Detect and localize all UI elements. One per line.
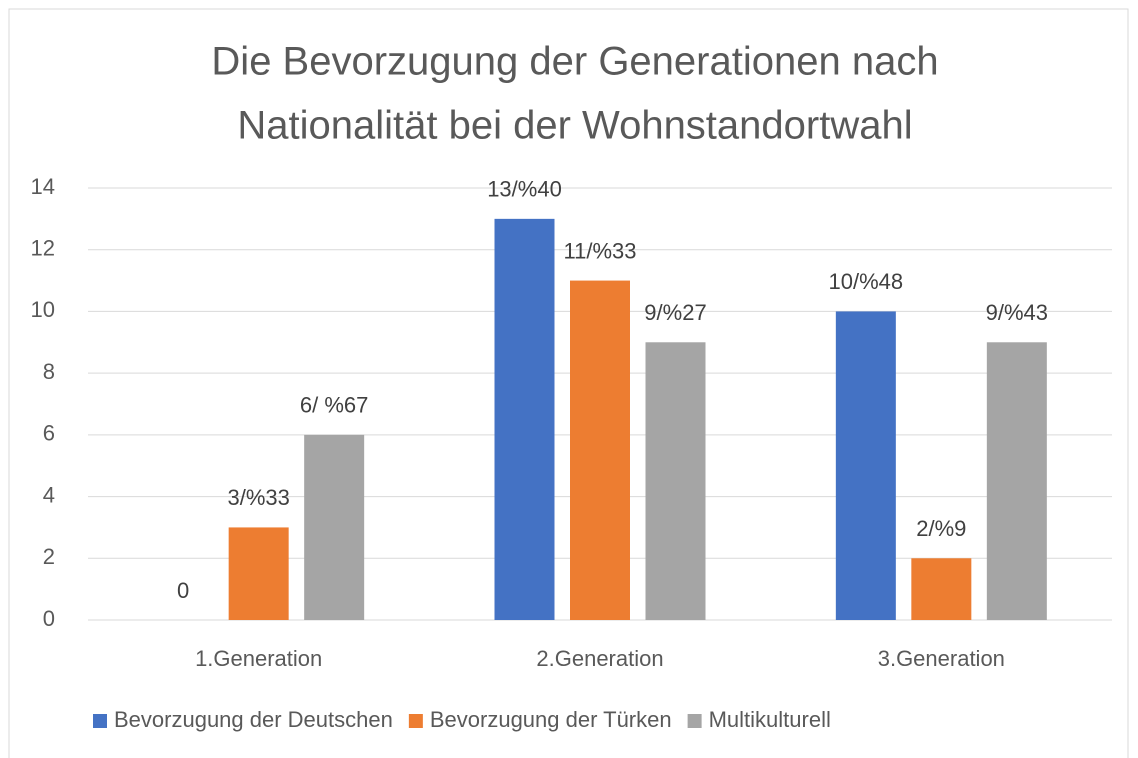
y-tick-label: 4 <box>43 482 55 507</box>
y-tick-label: 2 <box>43 544 55 569</box>
chart-title: Nationalität bei der Wohnstandortwahl <box>237 104 912 148</box>
y-tick-label: 10 <box>31 297 55 322</box>
data-label: 10/%48 <box>829 269 904 294</box>
data-label: 2/%9 <box>916 516 966 541</box>
data-label: 11/%33 <box>564 238 637 263</box>
bar <box>986 342 1047 620</box>
bar <box>645 342 706 620</box>
y-tick-label: 12 <box>31 236 55 261</box>
legend-swatch <box>687 714 702 728</box>
bar <box>570 280 630 620</box>
data-label: 9/%43 <box>986 300 1048 325</box>
chart-frame <box>8 8 1129 758</box>
data-label: 0 <box>177 578 189 603</box>
legend-label: Bevorzugung der Deutschen <box>114 707 393 732</box>
chart-title: Die Bevorzugung der Generationen nach <box>211 40 938 84</box>
x-tick-label: 2.Generation <box>536 646 663 671</box>
legend-label: Multikulturell <box>709 707 831 732</box>
x-tick-label: 3.Generation <box>878 646 1005 671</box>
bar <box>228 527 289 620</box>
bar <box>835 311 896 620</box>
y-tick-label: 6 <box>43 421 55 446</box>
data-label: 3/%33 <box>227 485 289 510</box>
data-label: 9/%27 <box>644 300 706 325</box>
bar <box>304 434 365 620</box>
bar <box>911 558 972 620</box>
data-label: 13/%40 <box>487 177 562 202</box>
legend-swatch <box>408 714 423 728</box>
data-label: 6/ %67 <box>300 393 369 418</box>
legend-swatch <box>93 714 107 728</box>
y-tick-label: 8 <box>43 359 55 384</box>
x-tick-label: 1.Generation <box>195 646 322 671</box>
bar <box>494 218 555 620</box>
y-tick-label: 0 <box>43 606 55 631</box>
legend-label: Bevorzugung der Türken <box>430 707 672 732</box>
y-tick-label: 14 <box>31 174 55 199</box>
